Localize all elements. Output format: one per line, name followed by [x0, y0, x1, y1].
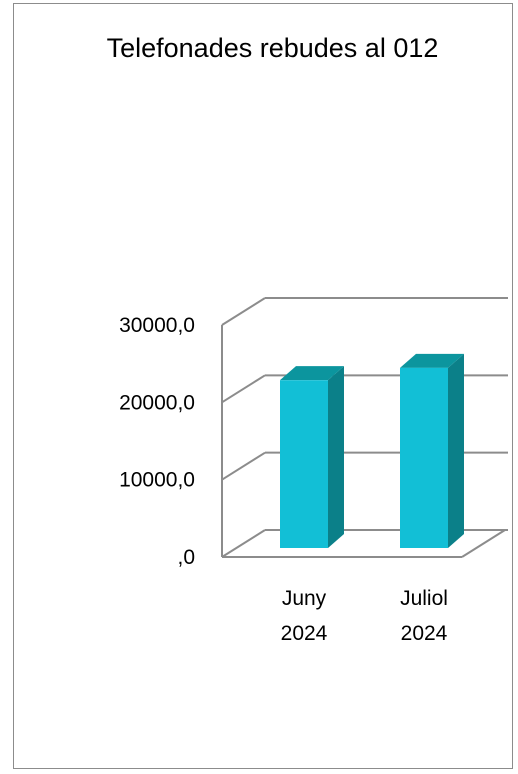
x-tick-label: Juliol: [400, 587, 448, 610]
y-tick-label: 30000,0: [119, 314, 195, 337]
bar: [400, 367, 448, 548]
bar-top: [400, 353, 464, 368]
chart-title: Telefonades rebudes al 012: [106, 33, 439, 63]
gridline-diagonal: [221, 374, 266, 404]
x-tick-label: 2024: [281, 622, 328, 645]
bar-side: [328, 366, 344, 548]
y-tick-label: ,0: [177, 546, 195, 569]
x-tick-label: 2024: [401, 622, 448, 645]
y-tick-label: 10000,0: [119, 469, 195, 492]
gridline-diagonal: [221, 451, 266, 481]
gridline-diagonal: [221, 529, 266, 558]
gridline-diagonal: [221, 297, 266, 326]
x-tick-label: Juny: [282, 587, 327, 610]
floor-right-edge: [461, 529, 506, 558]
y-tick-label: 20000,0: [119, 391, 195, 414]
bar-side: [448, 353, 464, 548]
bar: [280, 380, 328, 548]
bar-top: [280, 366, 344, 381]
